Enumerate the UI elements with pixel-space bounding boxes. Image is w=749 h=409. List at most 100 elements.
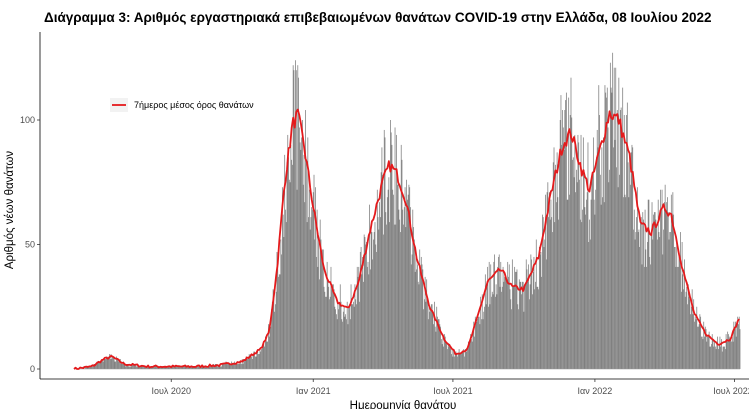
daily-bar (243, 359, 245, 369)
daily-bar (660, 189, 661, 369)
daily-bar (692, 314, 694, 369)
daily-bar (106, 359, 108, 369)
daily-bar (643, 219, 644, 369)
daily-bar (396, 134, 397, 369)
daily-bar (289, 182, 291, 369)
daily-bar (686, 286, 688, 369)
daily-bar (545, 194, 546, 369)
daily-bar (437, 319, 439, 369)
daily-bar (404, 187, 406, 369)
daily-bar (667, 197, 668, 369)
daily-bar (221, 366, 222, 369)
daily-bar (628, 197, 630, 369)
daily-bar (613, 147, 614, 369)
daily-bar (164, 366, 166, 369)
x-tick-label: Ιουλ 2022 (713, 386, 749, 396)
daily-bar (275, 304, 276, 369)
daily-bar (122, 364, 123, 369)
daily-bar (464, 349, 466, 369)
daily-bar (521, 294, 522, 369)
daily-bar (654, 212, 656, 369)
daily-bar (282, 214, 284, 369)
daily-bar (296, 189, 298, 369)
daily-bar (498, 256, 499, 369)
daily-bar (684, 296, 686, 369)
daily-bar (668, 239, 670, 369)
daily-bar (674, 246, 675, 369)
daily-bar (563, 149, 565, 369)
daily-bar (258, 354, 259, 369)
daily-bar (183, 366, 185, 369)
daily-bar (174, 366, 176, 369)
daily-bar (570, 77, 572, 370)
daily-bar (360, 246, 362, 369)
daily-bar (595, 189, 597, 369)
daily-bar (205, 366, 207, 369)
daily-bar (576, 182, 578, 369)
daily-bar (526, 269, 528, 369)
daily-bar (626, 102, 628, 369)
daily-bar (458, 349, 460, 369)
daily-bar (524, 284, 526, 369)
daily-bar (521, 281, 523, 369)
daily-bar (156, 366, 157, 369)
daily-bar (697, 326, 698, 369)
daily-bar (504, 276, 506, 369)
daily-bar (90, 366, 92, 369)
daily-bar (271, 301, 273, 369)
daily-bar (612, 52, 614, 370)
daily-bar (562, 110, 563, 369)
y-tick-label: 50 (25, 240, 35, 250)
daily-bar (419, 249, 421, 369)
daily-bar (678, 254, 680, 369)
daily-bar (376, 189, 378, 369)
daily-bar (181, 366, 183, 369)
daily-bar (89, 366, 90, 369)
daily-bar (143, 366, 145, 369)
daily-bar (261, 349, 262, 369)
daily-bar (376, 251, 377, 369)
daily-bar (400, 232, 401, 369)
daily-bar (454, 356, 455, 369)
daily-bar (312, 192, 314, 369)
daily-bar (253, 351, 255, 369)
daily-bar (379, 217, 381, 369)
daily-bar (95, 364, 97, 369)
daily-bar (141, 366, 143, 369)
daily-bar (501, 286, 503, 369)
daily-bar (533, 256, 535, 369)
daily-bar (131, 364, 133, 369)
daily-bar (624, 194, 626, 369)
daily-bar (438, 319, 440, 369)
daily-bar (596, 129, 598, 369)
daily-bar (728, 336, 730, 369)
daily-bar (714, 346, 716, 369)
daily-bar (553, 147, 555, 369)
daily-bar (153, 366, 155, 369)
daily-bar (405, 227, 407, 369)
daily-bar (348, 306, 350, 369)
daily-bar (691, 306, 692, 369)
daily-bar (252, 354, 254, 369)
daily-bar (662, 254, 664, 369)
daily-bar (163, 366, 165, 369)
daily-bar (537, 286, 539, 369)
daily-bar (95, 364, 96, 369)
daily-bar (308, 189, 310, 369)
daily-bar (145, 366, 147, 369)
daily-bar (232, 364, 234, 369)
daily-bar (716, 344, 718, 369)
daily-bar (332, 284, 333, 369)
daily-bar (386, 197, 388, 369)
daily-bar (704, 326, 706, 369)
daily-bar (554, 222, 556, 369)
daily-bar (337, 304, 339, 369)
daily-bar (318, 237, 320, 369)
daily-bar (445, 341, 447, 369)
daily-bar (251, 359, 253, 369)
daily-bar (732, 341, 734, 369)
daily-bar (534, 289, 536, 369)
daily-bar (173, 366, 175, 369)
daily-bar (471, 341, 473, 369)
daily-bar (366, 266, 368, 369)
